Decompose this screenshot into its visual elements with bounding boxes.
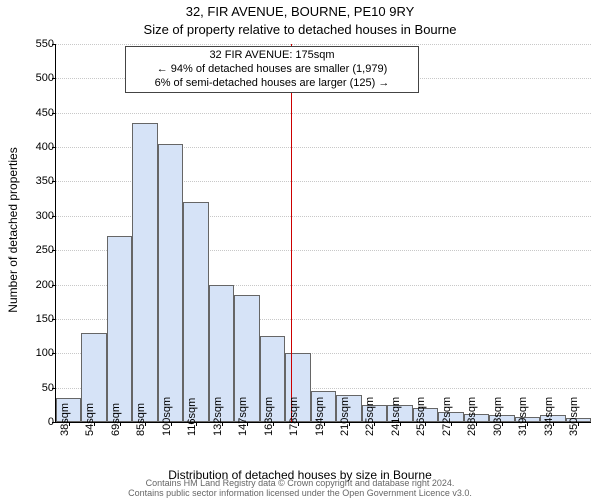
y-tick-label: 0 xyxy=(48,416,54,428)
gridline xyxy=(56,113,591,114)
y-tick-label: 350 xyxy=(36,175,54,187)
y-tick-label: 150 xyxy=(36,313,54,325)
annotation-line3: 6% of semi-detached houses are larger (1… xyxy=(132,77,412,91)
histogram-bar xyxy=(158,144,183,422)
y-tick-label: 450 xyxy=(36,107,54,119)
y-tick-label: 200 xyxy=(36,279,54,291)
chart-subtitle: Size of property relative to detached ho… xyxy=(0,22,600,37)
y-tick-label: 100 xyxy=(36,347,54,359)
y-tick-label: 400 xyxy=(36,141,54,153)
annotation-box: 32 FIR AVENUE: 175sqm ← 94% of detached … xyxy=(125,46,419,93)
footer-line2: Contains public sector information licen… xyxy=(0,489,600,499)
y-tick-label: 250 xyxy=(36,244,54,256)
annotation-line1: 32 FIR AVENUE: 175sqm xyxy=(132,49,412,63)
histogram-bar xyxy=(107,236,132,422)
y-tick-label: 550 xyxy=(36,38,54,50)
annotation-line2: ← 94% of detached houses are smaller (1,… xyxy=(132,63,412,77)
y-tick-label: 500 xyxy=(36,72,54,84)
footer-attribution: Contains HM Land Registry data © Crown c… xyxy=(0,479,600,499)
chart-container: 32, FIR AVENUE, BOURNE, PE10 9RY Size of… xyxy=(0,0,600,500)
plot-area xyxy=(55,44,591,423)
y-axis-title: Number of detached properties xyxy=(6,147,20,312)
y-tick-label: 300 xyxy=(36,210,54,222)
y-tick-label: 50 xyxy=(42,382,54,394)
gridline xyxy=(56,44,591,45)
marker-line xyxy=(291,44,292,422)
chart-title: 32, FIR AVENUE, BOURNE, PE10 9RY xyxy=(0,4,600,19)
histogram-bar xyxy=(183,202,208,422)
histogram-bar xyxy=(132,123,157,422)
